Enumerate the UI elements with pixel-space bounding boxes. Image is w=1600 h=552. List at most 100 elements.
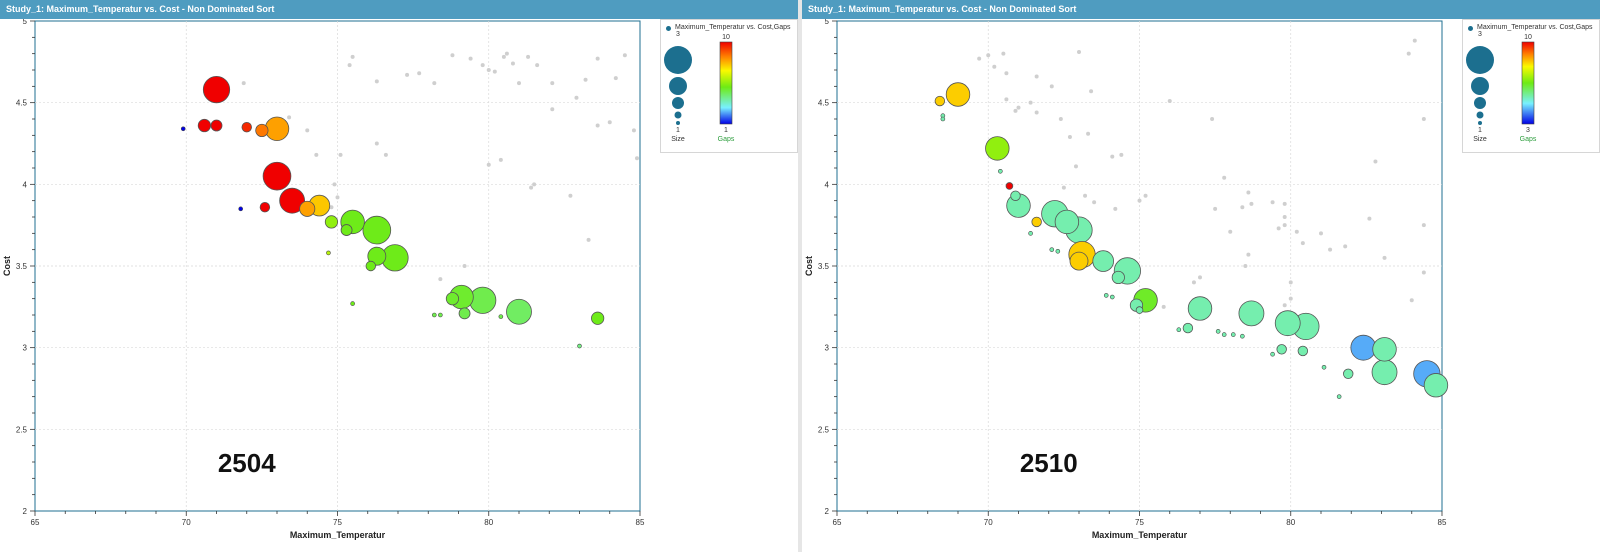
scatter-plot-left[interactable]: 65 70 75 80 85 2 2.5 3 3.5 4 4.5 5 Maximum_Temperatu…	[0, 19, 798, 552]
dominated-point[interactable]	[1367, 216, 1372, 221]
pareto-bubble[interactable]	[326, 250, 331, 256]
dominated-point[interactable]	[1001, 51, 1006, 56]
dominated-point[interactable]	[347, 63, 352, 68]
dominated-point[interactable]	[486, 68, 491, 72]
dominated-point[interactable]	[1089, 89, 1094, 94]
dominated-point[interactable]	[1198, 275, 1202, 280]
pareto-bubble[interactable]	[438, 312, 443, 318]
dominated-point[interactable]	[622, 53, 627, 58]
dominated-point[interactable]	[287, 115, 292, 120]
pareto-bubble[interactable]	[1031, 216, 1042, 228]
dominated-point[interactable]	[1421, 223, 1426, 228]
dominated-point[interactable]	[468, 56, 473, 61]
dominated-point[interactable]	[1373, 159, 1378, 164]
dominated-point[interactable]	[1143, 193, 1148, 198]
pareto-bubble[interactable]	[1423, 373, 1449, 398]
pareto-bubble[interactable]	[180, 126, 186, 132]
dominated-point[interactable]	[405, 72, 410, 77]
dominated-point[interactable]	[501, 54, 506, 59]
pareto-bubble[interactable]	[1135, 306, 1144, 314]
dominated-point[interactable]	[374, 79, 379, 84]
dominated-point[interactable]	[332, 182, 337, 187]
dominated-point[interactable]	[1137, 198, 1142, 203]
pareto-bubble[interactable]	[1182, 322, 1194, 334]
dominated-point[interactable]	[1409, 298, 1414, 303]
dominated-point[interactable]	[335, 195, 340, 200]
dominated-point[interactable]	[607, 120, 612, 125]
dominated-point[interactable]	[486, 162, 491, 167]
dominated-point[interactable]	[1328, 247, 1333, 252]
dominated-point[interactable]	[510, 61, 515, 66]
pareto-bubble[interactable]	[506, 298, 532, 325]
pareto-bubble[interactable]	[264, 116, 290, 142]
dominated-point[interactable]	[1058, 117, 1063, 121]
dominated-point[interactable]	[1294, 229, 1299, 234]
pareto-bubble[interactable]	[1054, 209, 1080, 235]
dominated-point[interactable]	[1421, 117, 1426, 121]
pareto-bubble[interactable]	[934, 95, 946, 107]
pareto-bubble[interactable]	[202, 75, 231, 104]
dominated-point[interactable]	[1246, 190, 1251, 195]
pareto-bubble[interactable]	[591, 311, 605, 325]
pareto-bubble[interactable]	[1336, 394, 1342, 399]
dominated-point[interactable]	[1282, 215, 1287, 219]
pareto-bubble[interactable]	[445, 292, 460, 306]
dominated-point[interactable]	[526, 54, 531, 59]
pareto-bubble[interactable]	[1270, 351, 1275, 357]
dominated-point[interactable]	[1034, 110, 1039, 115]
dominated-point[interactable]	[1276, 226, 1281, 231]
dominated-point[interactable]	[432, 81, 437, 86]
pareto-bubble[interactable]	[577, 343, 582, 349]
dominated-point[interactable]	[462, 264, 467, 268]
dominated-point[interactable]	[1191, 280, 1196, 285]
dominated-point[interactable]	[532, 182, 537, 187]
dominated-point[interactable]	[1406, 51, 1411, 56]
dominated-point[interactable]	[480, 63, 485, 68]
dominated-point[interactable]	[1119, 152, 1124, 157]
pareto-bubble[interactable]	[1176, 327, 1182, 333]
pareto-bubble[interactable]	[324, 215, 339, 229]
dominated-point[interactable]	[1300, 241, 1305, 246]
dominated-point[interactable]	[1049, 84, 1054, 89]
dominated-point[interactable]	[1249, 201, 1254, 206]
dominated-point[interactable]	[1034, 74, 1039, 79]
dominated-point[interactable]	[1319, 231, 1323, 236]
dominated-point[interactable]	[977, 56, 982, 61]
dominated-point[interactable]	[550, 81, 555, 86]
pareto-bubble[interactable]	[1350, 334, 1377, 361]
dominated-point[interactable]	[1004, 97, 1009, 102]
dominated-point[interactable]	[1073, 164, 1078, 169]
dominated-point[interactable]	[1083, 193, 1088, 198]
dominated-point[interactable]	[1288, 280, 1293, 285]
dominated-point[interactable]	[583, 77, 588, 82]
dominated-point[interactable]	[492, 69, 497, 74]
dominated-point[interactable]	[417, 71, 422, 76]
dominated-point[interactable]	[1016, 105, 1021, 110]
dominated-point[interactable]	[1061, 185, 1066, 190]
dominated-point[interactable]	[1092, 200, 1097, 205]
dominated-point[interactable]	[1086, 131, 1091, 136]
dominated-point[interactable]	[1243, 264, 1248, 268]
dominated-point[interactable]	[568, 193, 573, 198]
dominated-point[interactable]	[383, 152, 388, 157]
dominated-point[interactable]	[305, 128, 310, 133]
dominated-point[interactable]	[1013, 108, 1018, 113]
dominated-point[interactable]	[498, 157, 503, 162]
pareto-bubble[interactable]	[1221, 332, 1227, 337]
pareto-bubble[interactable]	[350, 301, 355, 306]
pareto-bubble[interactable]	[255, 123, 269, 138]
dominated-point[interactable]	[1421, 270, 1426, 275]
pareto-bubble[interactable]	[1010, 190, 1021, 201]
pareto-bubble[interactable]	[1055, 249, 1061, 254]
dominated-point[interactable]	[1282, 201, 1287, 206]
dominated-point[interactable]	[241, 81, 246, 86]
pareto-bubble[interactable]	[469, 286, 497, 314]
dominated-point[interactable]	[574, 95, 579, 100]
pareto-bubble[interactable]	[985, 136, 1010, 161]
pareto-bubble[interactable]	[262, 161, 292, 191]
pareto-bubble[interactable]	[498, 314, 504, 319]
pareto-bubble[interactable]	[1372, 337, 1397, 362]
pareto-bubble[interactable]	[1274, 310, 1301, 337]
pareto-bubble[interactable]	[1109, 294, 1115, 300]
pareto-bubble[interactable]	[1240, 333, 1245, 339]
